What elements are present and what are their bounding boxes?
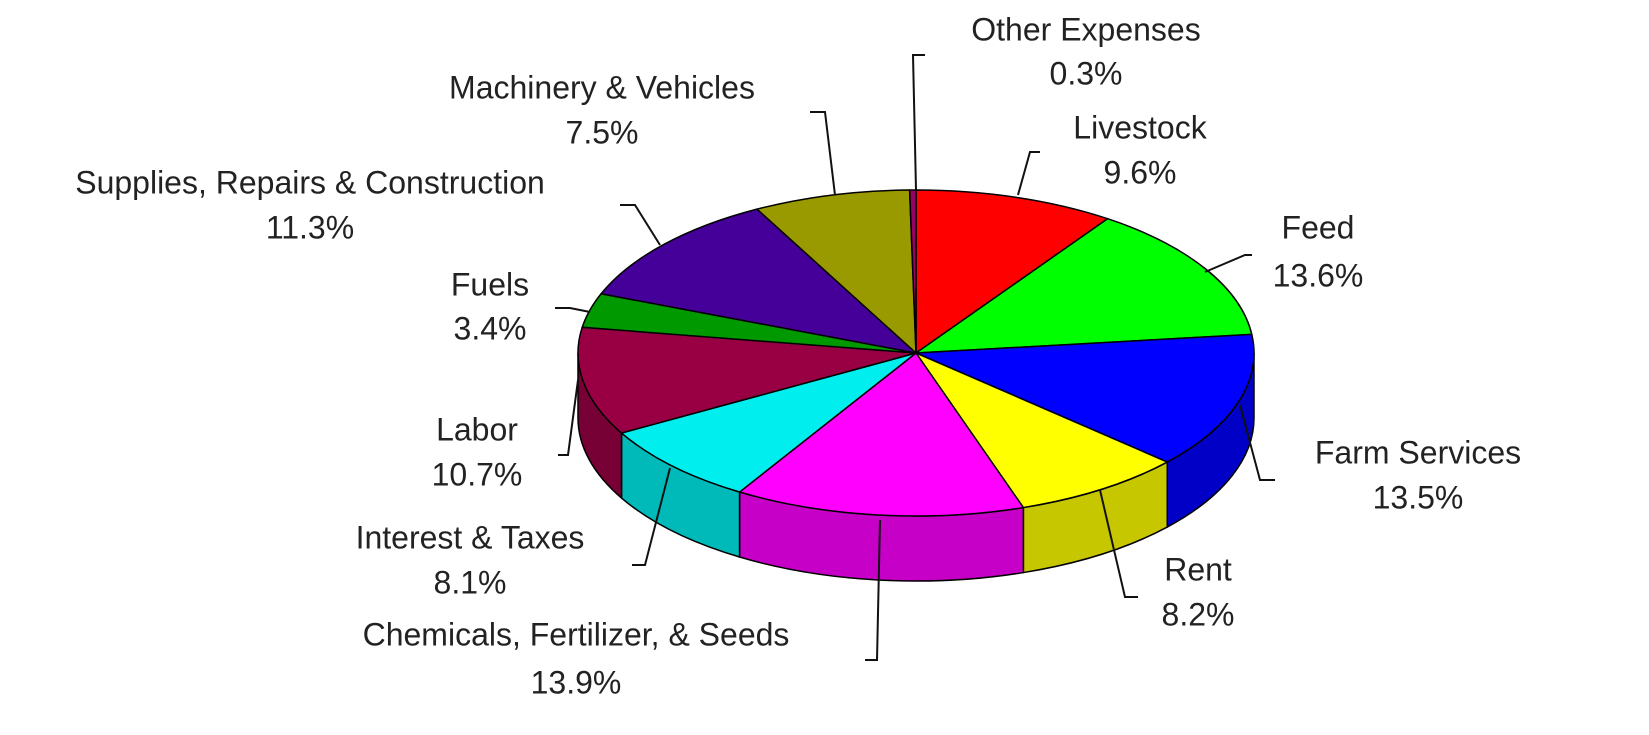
slice-value: 0.3% <box>1050 55 1123 91</box>
slice-label: Fuels <box>451 266 529 302</box>
slice-label: Chemicals, Fertilizer, & Seeds <box>363 616 790 652</box>
slice-label: Farm Services <box>1315 434 1521 470</box>
leader-line <box>555 307 591 313</box>
leader-line <box>632 467 671 566</box>
slice-label: Feed <box>1282 209 1355 245</box>
slice-value: 3.4% <box>454 310 527 346</box>
leader-line <box>865 519 881 661</box>
slice <box>915 189 1110 355</box>
leader-line <box>1099 489 1138 598</box>
slice-label: Rent <box>1164 551 1232 587</box>
slice <box>599 208 919 355</box>
slice-label: Machinery & Vehicles <box>449 69 755 105</box>
slice <box>915 333 1255 463</box>
slice-label: Livestock <box>1073 109 1207 145</box>
slice-label: Interest & Taxes <box>356 519 585 555</box>
slice-value: 7.5% <box>566 114 639 150</box>
slice-value: 8.2% <box>1162 596 1235 632</box>
slice-label: Labor <box>436 411 518 447</box>
slice-value: 11.3% <box>266 209 354 245</box>
slice <box>577 326 917 434</box>
leader-line <box>1017 151 1040 196</box>
leader-line <box>1204 254 1252 273</box>
slice-label: Other Expenses <box>971 11 1200 47</box>
leader-line <box>911 54 925 191</box>
slice-value: 13.6% <box>1273 257 1364 293</box>
slice-value: 9.6% <box>1104 154 1177 190</box>
leader-line <box>1239 404 1275 481</box>
leader-line <box>810 111 836 196</box>
slice <box>913 351 1169 509</box>
slice-label: Supplies, Repairs & Construction <box>75 164 545 200</box>
slice <box>755 189 917 355</box>
slice <box>737 351 1025 517</box>
slice-value: 13.5% <box>1373 479 1464 515</box>
slice-value: 8.1% <box>434 564 507 600</box>
leader-line <box>558 379 579 456</box>
slice-value: 10.7% <box>432 456 523 492</box>
slice-value: 13.9% <box>531 664 622 700</box>
slice <box>619 352 917 493</box>
leader-line <box>620 204 661 246</box>
slice <box>913 217 1253 354</box>
